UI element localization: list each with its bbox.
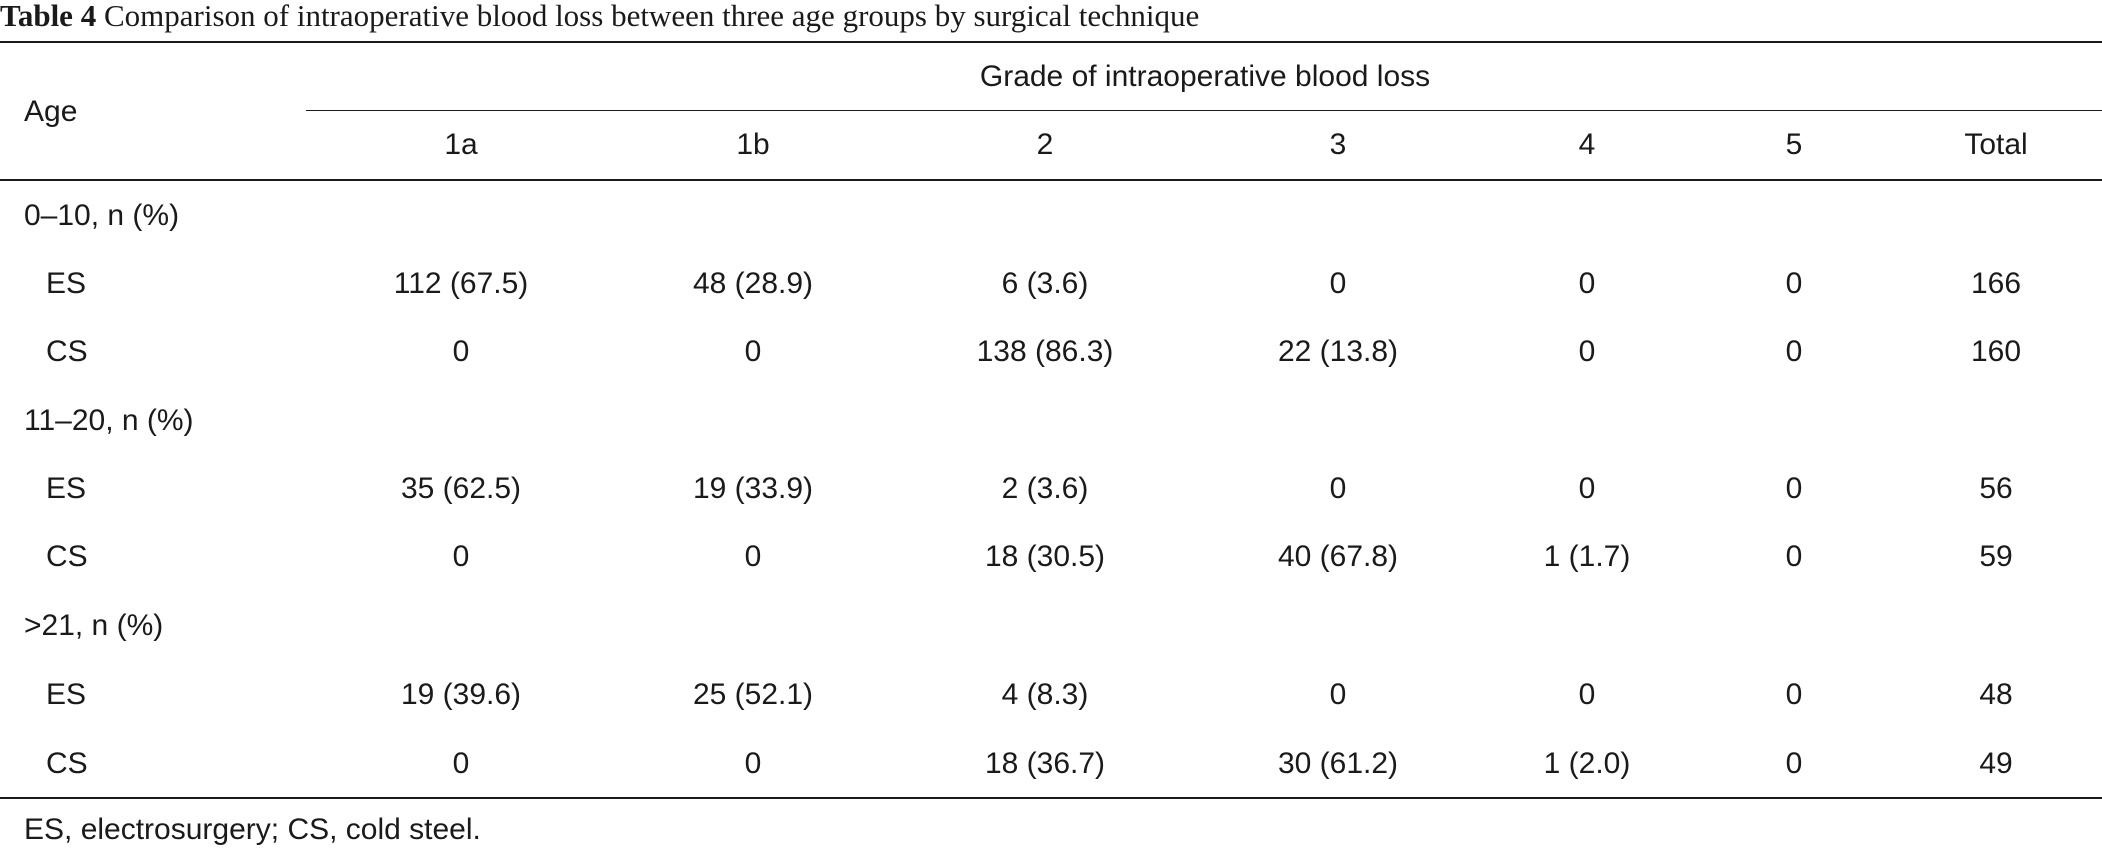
cell-0-10-es-3: 0 [1329, 267, 1347, 300]
cell-over-21-es-total: 48 [1979, 678, 2013, 711]
cell-0-10-es-total: 166 [1970, 267, 2022, 300]
row-label-11-20-cs: CS [46, 540, 88, 573]
header-bottom-rule [0, 179, 2102, 181]
column-header-3: 3 [1329, 128, 1347, 161]
cell-0-10-cs-1b: 0 [744, 335, 762, 368]
cell-0-10-cs-1a: 0 [452, 335, 470, 368]
cell-over-21-cs-2: 18 (36.7) [984, 747, 1106, 780]
group-header-rule [306, 110, 2102, 111]
cell-0-10-es-4: 0 [1578, 267, 1596, 300]
cell-0-10-cs-2: 138 (86.3) [976, 335, 1114, 368]
cell-over-21-cs-5: 0 [1785, 747, 1803, 780]
cell-over-21-cs-3: 30 (61.2) [1277, 747, 1399, 780]
cell-11-20-es-total: 56 [1979, 472, 2013, 505]
cell-over-21-es-2: 4 (8.3) [1001, 678, 1089, 711]
row-label-over-21-cs: CS [46, 747, 88, 780]
cell-0-10-cs-3: 22 (13.8) [1277, 335, 1399, 368]
column-header-2: 2 [1036, 128, 1054, 161]
cell-over-21-cs-1a: 0 [452, 747, 470, 780]
cell-11-20-es-5: 0 [1785, 472, 1803, 505]
cell-0-10-es-2: 6 (3.6) [1001, 267, 1089, 300]
cell-11-20-cs-4: 1 (1.7) [1543, 540, 1631, 573]
table-footnote: ES, electrosurgery; CS, cold steel. [24, 813, 481, 846]
table-title: Comparison of intraoperative blood loss … [96, 0, 1200, 33]
column-header-4: 4 [1578, 128, 1596, 161]
column-header-5: 5 [1785, 128, 1803, 161]
cell-over-21-cs-1b: 0 [744, 747, 762, 780]
cell-11-20-cs-total: 59 [1979, 540, 2013, 573]
grade-group-header: Grade of intraoperative blood loss [979, 60, 1431, 93]
column-header-total: Total [1964, 128, 2028, 161]
column-header-1b: 1b [736, 128, 770, 161]
cell-0-10-cs-total: 160 [1970, 335, 2022, 368]
age-header: Age [24, 95, 78, 128]
cell-11-20-es-4: 0 [1578, 472, 1596, 505]
table-caption: Table 4 Comparison of intraoperative blo… [0, 0, 1199, 40]
cell-0-10-es-5: 0 [1785, 267, 1803, 300]
cell-11-20-es-3: 0 [1329, 472, 1347, 505]
row-label-over-21-es: ES [46, 678, 87, 711]
cell-over-21-cs-4: 1 (2.0) [1543, 747, 1631, 780]
bottom-rule [0, 797, 2102, 799]
cell-over-21-es-4: 0 [1578, 678, 1596, 711]
group-label-0-10: 0–10, n (%) [24, 199, 180, 232]
cell-0-10-cs-5: 0 [1785, 335, 1803, 368]
top-rule [0, 41, 2102, 43]
cell-0-10-es-1a: 112 (67.5) [393, 267, 529, 300]
cell-11-20-es-2: 2 (3.6) [1001, 472, 1089, 505]
cell-11-20-cs-3: 40 (67.8) [1277, 540, 1399, 573]
group-label-11-20: 11–20, n (%) [24, 404, 194, 437]
row-label-0-10-cs: CS [46, 335, 88, 368]
group-label-over-21: >21, n (%) [24, 609, 164, 642]
cell-over-21-es-3: 0 [1329, 678, 1347, 711]
cell-11-20-cs-2: 18 (30.5) [984, 540, 1106, 573]
row-label-11-20-es: ES [46, 472, 87, 505]
cell-over-21-cs-total: 49 [1979, 747, 2013, 780]
cell-11-20-cs-1a: 0 [452, 540, 470, 573]
cell-0-10-cs-4: 0 [1578, 335, 1596, 368]
row-label-0-10-es: ES [46, 267, 87, 300]
cell-11-20-es-1a: 35 (62.5) [400, 472, 522, 505]
cell-11-20-es-1b: 19 (33.9) [692, 472, 814, 505]
cell-over-21-es-5: 0 [1785, 678, 1803, 711]
cell-11-20-cs-1b: 0 [744, 540, 762, 573]
table-number: Table 4 [0, 0, 97, 33]
column-header-1a: 1a [444, 128, 478, 161]
cell-over-21-es-1a: 19 (39.6) [400, 678, 522, 711]
cell-11-20-cs-5: 0 [1785, 540, 1803, 573]
cell-0-10-es-1b: 48 (28.9) [692, 267, 814, 300]
cell-over-21-es-1b: 25 (52.1) [692, 678, 814, 711]
